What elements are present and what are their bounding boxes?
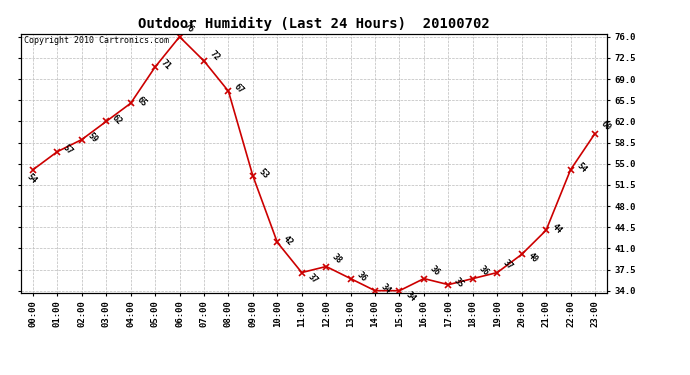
Text: 34: 34 <box>380 282 393 296</box>
Text: 37: 37 <box>306 272 319 286</box>
Text: 40: 40 <box>526 251 540 265</box>
Text: 72: 72 <box>208 50 221 63</box>
Text: 34: 34 <box>404 290 417 304</box>
Text: 65: 65 <box>135 94 148 108</box>
Text: 36: 36 <box>428 264 442 278</box>
Text: 54: 54 <box>25 172 38 186</box>
Text: 35: 35 <box>453 276 466 290</box>
Text: 42: 42 <box>282 234 295 247</box>
Text: Copyright 2010 Cartronics.com: Copyright 2010 Cartronics.com <box>23 36 168 45</box>
Text: 60: 60 <box>599 119 613 133</box>
Text: 36: 36 <box>355 270 368 284</box>
Text: 67: 67 <box>233 82 246 96</box>
Title: Outdoor Humidity (Last 24 Hours)  20100702: Outdoor Humidity (Last 24 Hours) 2010070… <box>138 17 490 31</box>
Text: 57: 57 <box>61 143 75 156</box>
Text: 53: 53 <box>257 167 270 181</box>
Text: 76: 76 <box>182 21 196 34</box>
Text: 62: 62 <box>110 113 124 126</box>
Text: 36: 36 <box>477 264 491 278</box>
Text: 59: 59 <box>86 131 99 144</box>
Text: 71: 71 <box>159 58 172 72</box>
Text: 44: 44 <box>550 222 564 235</box>
Text: 37: 37 <box>502 258 515 272</box>
Text: 38: 38 <box>331 252 344 266</box>
Text: 54: 54 <box>575 161 588 174</box>
